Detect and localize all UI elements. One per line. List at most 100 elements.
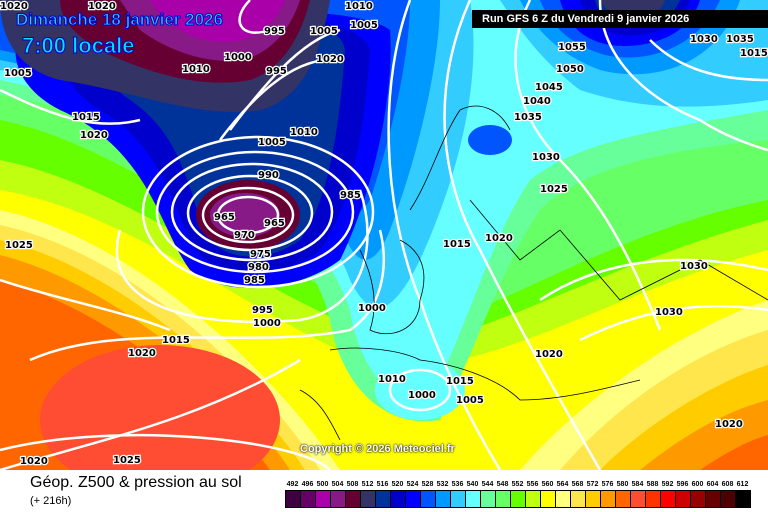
legend-label: 564 [556,481,569,488]
legend-label: 604 [706,481,719,488]
legend-swatch [615,490,631,508]
legend-swatch [645,490,661,508]
legend-swatch [585,490,601,508]
legend-label: 584 [631,481,644,488]
legend-item: 572 [585,480,601,508]
legend-swatch [660,490,676,508]
legend-swatch [555,490,571,508]
legend-item: 540 [465,480,481,508]
legend-label: 500 [316,481,329,488]
isobar-label: 1020 [0,1,28,12]
legend-swatch [525,490,541,508]
isobar-label: 1015 [72,112,100,123]
legend-swatch [330,490,346,508]
isobar-label: 1040 [523,96,551,107]
color-legend: 492 496 500 504 508 512 516 520 524 528 532 536 540 5… [285,480,751,508]
legend-swatch [570,490,586,508]
legend-label: 512 [361,481,374,488]
legend-swatch [630,490,646,508]
isobar-label: 1025 [540,184,568,195]
legend-item: 496 [300,480,316,508]
legend-label: 508 [346,481,359,488]
legend-label: 504 [331,481,344,488]
legend-label: 596 [676,481,689,488]
isobar-label: 1005 [310,26,338,37]
legend-label: 612 [736,481,749,488]
isobar-label: 985 [244,275,265,286]
legend-item: 564 [555,480,571,508]
legend-label: 600 [691,481,704,488]
map-title: Géop. Z500 & pression au sol [30,474,242,491]
isobar-label: 1020 [715,419,743,430]
model-run-info: Run GFS 6 Z du Vendredi 9 janvier 2026 [472,10,768,28]
legend-swatch [480,490,496,508]
field-500-low [210,193,280,237]
legend-swatch [540,490,556,508]
legend-label: 548 [496,481,509,488]
field-blue-low-scandinavia [468,125,512,155]
isobar-label: 1050 [556,64,584,75]
isobar-label: 1025 [113,455,141,466]
legend-label: 556 [526,481,539,488]
isobar-label: 1030 [690,34,718,45]
isobar-label: 1045 [535,82,563,93]
isobar-label: 995 [266,66,287,77]
legend-swatch [315,490,331,508]
footer: Géop. Z500 & pression au sol (+ 216h) 49… [0,470,768,512]
coastlines [299,105,768,441]
isobar-label: 975 [250,249,271,260]
legend-label: 516 [376,481,389,488]
legend-swatch [735,490,751,508]
isobar-label: 1005 [456,395,484,406]
legend-label: 592 [661,481,674,488]
isobar-label: 1030 [655,307,683,318]
legend-swatch [690,490,706,508]
isobar-label: 1010 [182,64,210,75]
legend-swatch [405,490,421,508]
legend-item: 612 [735,480,751,508]
legend-swatch [420,490,436,508]
legend-swatch [360,490,376,508]
forecast-time: 7:00 locale [22,33,136,59]
isobar-label: 1005 [258,137,286,148]
isobar-label: 1020 [80,130,108,141]
isobar-label: 1010 [290,127,318,138]
isobar-label: 985 [340,190,361,201]
legend-label: 528 [421,481,434,488]
legend-swatch [465,490,481,508]
legend-item: 512 [360,480,376,508]
legend-label: 552 [511,481,524,488]
isobar-label: 1020 [485,233,513,244]
isobar-label: 1010 [378,374,406,385]
isobar-label: 1000 [358,303,386,314]
legend-label: 540 [466,481,479,488]
isobar-label: 995 [264,26,285,37]
isobar-label: 1000 [408,390,436,401]
legend-label: 568 [571,481,584,488]
isobar-label: 1020 [316,54,344,65]
isobar-label: 965 [264,218,285,229]
isobar-label: 965 [214,212,235,223]
legend-label: 608 [721,481,734,488]
copyright: Copyright © 2026 Meteociel.fr [300,443,455,455]
legend-swatch [345,490,361,508]
field-540-cutoff [375,360,465,420]
isobar-label: 970 [234,230,255,241]
legend-swatch [720,490,736,508]
legend-swatch [285,490,301,508]
legend-swatch [600,490,616,508]
legend-swatch [435,490,451,508]
isobar-label: 1000 [253,318,281,329]
isobar-label: 1005 [350,20,378,31]
isobar-label: 1000 [224,52,252,63]
legend-label: 544 [481,481,494,488]
legend-label: 536 [451,481,464,488]
legend-swatch [495,490,511,508]
isobar-label: 1035 [514,112,542,123]
legend-swatch [390,490,406,508]
legend-label: 588 [646,481,659,488]
legend-swatch [675,490,691,508]
legend-label: 532 [436,481,449,488]
